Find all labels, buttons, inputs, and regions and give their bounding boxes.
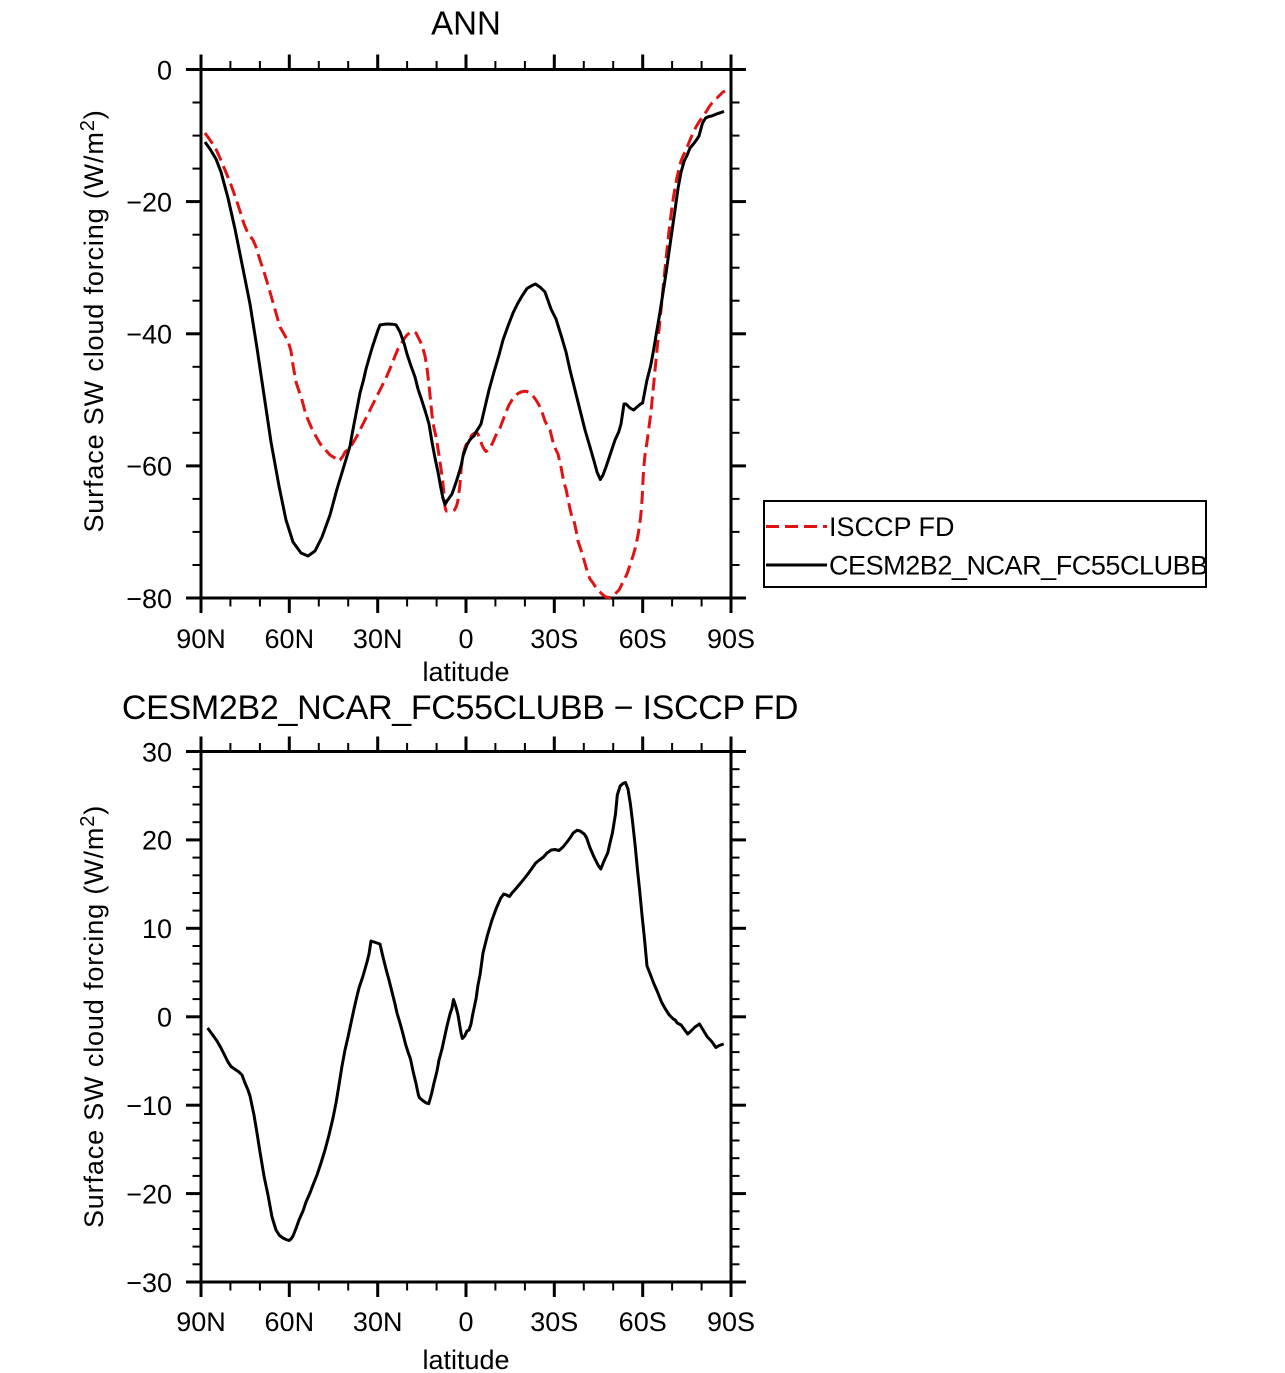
- svg-text:60S: 60S: [619, 1307, 667, 1337]
- svg-text:90S: 90S: [707, 624, 755, 654]
- svg-text:90N: 90N: [176, 1307, 226, 1337]
- svg-text:−20: −20: [126, 187, 172, 217]
- svg-text:−40: −40: [126, 320, 172, 350]
- svg-text:30: 30: [142, 737, 172, 767]
- svg-text:20: 20: [142, 826, 172, 856]
- svg-text:latitude: latitude: [422, 657, 509, 687]
- svg-text:latitude: latitude: [422, 1345, 509, 1373]
- svg-text:60N: 60N: [265, 624, 315, 654]
- svg-text:90N: 90N: [176, 624, 226, 654]
- svg-text:0: 0: [458, 1307, 473, 1337]
- svg-text:CESM2B2_NCAR_FC55CLUBB: CESM2B2_NCAR_FC55CLUBB: [829, 551, 1208, 581]
- svg-text:0: 0: [157, 55, 172, 85]
- svg-text:CESM2B2_NCAR_FC55CLUBB − ISCCP: CESM2B2_NCAR_FC55CLUBB − ISCCP FD: [122, 689, 798, 727]
- svg-text:−10: −10: [126, 1091, 172, 1121]
- svg-text:60N: 60N: [265, 1307, 315, 1337]
- svg-text:−80: −80: [126, 584, 172, 614]
- svg-text:10: 10: [142, 914, 172, 944]
- svg-text:60S: 60S: [619, 624, 667, 654]
- svg-text:0: 0: [458, 624, 473, 654]
- svg-text:−20: −20: [126, 1179, 172, 1209]
- svg-text:Surface SW cloud forcing (W/m2: Surface SW cloud forcing (W/m2): [77, 805, 109, 1228]
- svg-text:−60: −60: [126, 452, 172, 482]
- svg-text:ISCCP FD: ISCCP FD: [829, 512, 955, 542]
- svg-text:30N: 30N: [353, 624, 403, 654]
- svg-text:ANN: ANN: [431, 5, 501, 42]
- svg-text:0: 0: [157, 1003, 172, 1033]
- svg-text:30N: 30N: [353, 1307, 403, 1337]
- svg-text:30S: 30S: [530, 1307, 578, 1337]
- svg-text:90S: 90S: [707, 1307, 755, 1337]
- svg-text:Surface SW cloud forcing (W/m2: Surface SW cloud forcing (W/m2): [77, 109, 109, 532]
- svg-text:−30: −30: [126, 1268, 172, 1298]
- svg-text:30S: 30S: [530, 624, 578, 654]
